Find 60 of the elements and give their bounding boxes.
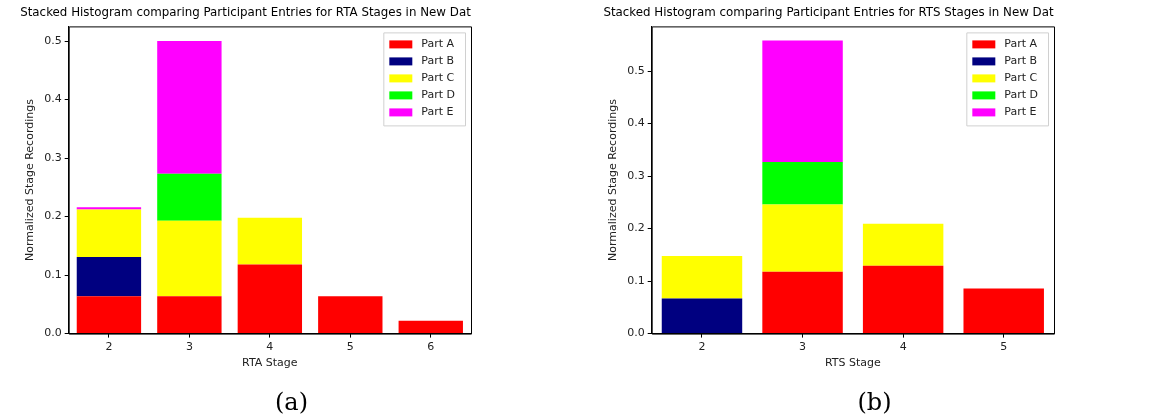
bar	[862, 265, 944, 334]
y-tick-label: 0.2	[627, 221, 645, 235]
x-tick-label: 5	[1000, 340, 1008, 354]
y-tick-label: 0.4	[44, 92, 62, 106]
bar	[237, 264, 303, 334]
bar	[157, 41, 222, 174]
x-tick-label: 5	[346, 340, 354, 354]
x-tick-label: 4	[899, 340, 907, 354]
legend-label: Part C	[1004, 71, 1038, 85]
bar	[157, 173, 222, 221]
bar	[762, 161, 843, 205]
bar	[76, 209, 142, 257]
x-tick-label: 2	[105, 340, 113, 354]
x-tick-label: 2	[698, 340, 706, 354]
x-axis-title: RTS Stage	[824, 356, 881, 370]
legend-label: Part D	[1004, 88, 1039, 102]
text: (a)	[273, 388, 309, 416]
y-tick-label: 0.1	[44, 267, 62, 281]
legend-label: Part A	[1004, 37, 1038, 51]
bar	[318, 296, 383, 334]
chart-title: Stacked Histogram comparing Participant Entries for RTA Stages in New Dat	[20, 5, 472, 20]
bar	[237, 217, 303, 265]
y-tick-label: 0.1	[627, 273, 645, 287]
y-axis-title: Normalized Stage Recordings	[606, 98, 620, 261]
x-tick-label: 3	[799, 340, 807, 354]
legend-label: Part C	[421, 71, 455, 85]
bar	[762, 271, 843, 334]
bar	[862, 223, 944, 266]
bar	[76, 207, 142, 210]
y-tick-label: 0.5	[44, 33, 62, 47]
legend-label: Part E	[1004, 105, 1037, 119]
text: (b)	[856, 388, 893, 416]
y-tick-label: 0.5	[627, 63, 645, 77]
y-tick-label: 0.0	[627, 326, 645, 340]
x-tick-label: 4	[266, 340, 274, 354]
legend-label: Part D	[421, 88, 456, 102]
x-axis-title: RTA Stage	[242, 356, 298, 370]
bar	[157, 220, 222, 297]
bar	[398, 320, 463, 334]
legend-label: Part E	[421, 105, 454, 119]
bar	[76, 256, 142, 297]
y-tick-label: 0.3	[44, 150, 62, 164]
x-tick-label: 3	[185, 340, 193, 354]
bar	[157, 296, 222, 334]
y-tick-label: 0.2	[44, 209, 62, 223]
y-tick-label: 0.0	[44, 326, 62, 340]
legend-label: Part B	[1004, 54, 1038, 68]
bar	[76, 296, 142, 334]
bar	[762, 204, 843, 272]
legend-label: Part B	[421, 54, 455, 68]
x-tick-label: 6	[427, 340, 435, 354]
bar	[661, 255, 743, 299]
y-tick-label: 0.3	[627, 168, 645, 182]
bar	[661, 298, 743, 334]
bar	[963, 288, 1044, 334]
y-axis-title: Normalized Stage Recordings	[23, 98, 37, 261]
chart-title: Stacked Histogram comparing Participant Entries for RTS Stages in New Dat	[603, 5, 1054, 20]
legend-label: Part A	[421, 37, 455, 51]
bar	[762, 40, 843, 162]
y-tick-label: 0.4	[627, 116, 645, 130]
